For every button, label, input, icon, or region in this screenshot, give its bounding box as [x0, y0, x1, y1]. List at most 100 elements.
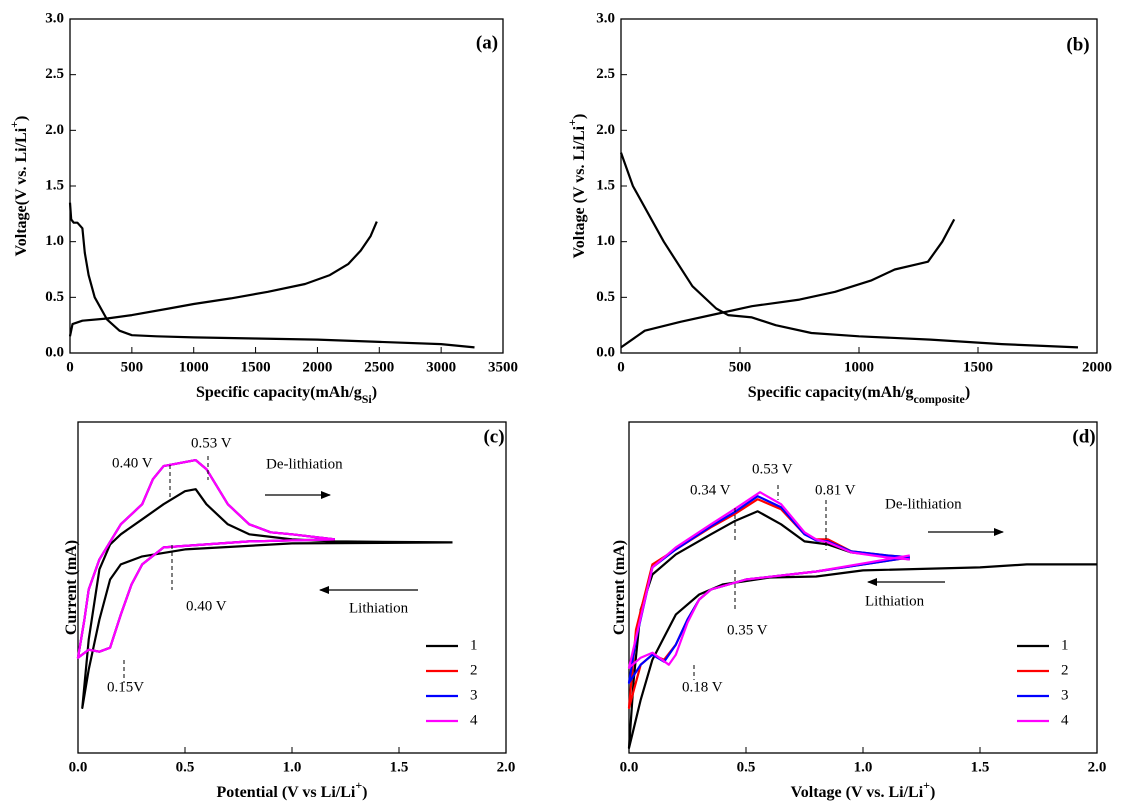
axis-label-end: ) [362, 784, 367, 801]
axis-label-text: Specific capacity(mAh/g [196, 384, 362, 401]
annotation: 0.53 V [752, 461, 793, 477]
x-tick-label: 500 [729, 359, 752, 375]
axis-label: Voltage(V vs. Li/Li+) [7, 116, 30, 257]
x-tick-label: 0.0 [620, 759, 639, 775]
x-tick-label: 500 [121, 359, 144, 375]
x-tick-label: 2500 [364, 359, 394, 375]
y-tick-label: 3.0 [45, 10, 64, 26]
x-tick-label: 1.5 [971, 759, 990, 775]
axis-label-text: Voltage (V vs. Li/Li [571, 125, 588, 258]
annotation: 0.15V [107, 679, 144, 695]
plot-frame [69, 18, 504, 354]
panel-label: (d) [1072, 426, 1095, 447]
x-tick-label: 1500 [241, 359, 271, 375]
axis-label-end: ) [372, 384, 377, 401]
x-tick-label: 1000 [179, 359, 209, 375]
x-tick-label: 0.5 [176, 759, 195, 775]
axis-label: Current (mA) [63, 540, 80, 635]
annotation: 0.34 V [690, 482, 731, 498]
annotation: Lithiation [865, 593, 925, 609]
legend-label: 2 [470, 662, 478, 678]
axis-label: Specific capacity(mAh/gcomposite) [748, 384, 970, 406]
x-tick-label: 2.0 [497, 759, 516, 775]
series-line [68, 202, 475, 349]
series-line [627, 495, 910, 684]
axis-label: Potential (V vs Li/Li+) [217, 778, 368, 801]
panel-label: (c) [483, 426, 504, 447]
axis-label-end: ) [13, 116, 30, 121]
axis-label: Specific capacity(mAh/gSi) [196, 384, 377, 406]
annotation: 0.53 V [191, 435, 232, 451]
y-tick-label: 2.5 [45, 66, 64, 82]
axis-label-text: Voltage (V vs. Li/Li [791, 784, 924, 801]
x-tick-label: 1000 [844, 359, 874, 375]
legend-label: 4 [470, 712, 478, 728]
annotation: 0.35 V [727, 622, 768, 638]
axis-label-text: Voltage(V vs. Li/Li [13, 127, 30, 256]
y-tick-label: 0.0 [596, 344, 615, 360]
y-tick-label: 2.0 [596, 122, 615, 138]
legend-label: 2 [1061, 662, 1069, 678]
axis-label: Current (mA) [611, 540, 628, 635]
series-line [81, 488, 453, 709]
axis-label-end: ) [930, 784, 935, 801]
axis-label-sub: Si [362, 392, 373, 406]
legend-label: 1 [470, 637, 478, 653]
y-tick-label: 1.0 [45, 233, 64, 249]
x-tick-label: 2000 [302, 359, 332, 375]
axis-label: Voltage (V vs. Li/Li+) [791, 778, 936, 801]
axis-label-end: ) [965, 384, 970, 401]
axis-label-sub: composite [914, 392, 966, 406]
axis-label-sup: + [923, 778, 930, 792]
axis-label-text: Current (mA) [63, 540, 80, 635]
x-tick-label: 0 [66, 359, 74, 375]
legend-label: 1 [1061, 637, 1069, 653]
axis-label-text: Potential (V vs Li/Li [217, 784, 356, 801]
y-tick-label: 2.0 [45, 122, 64, 138]
y-tick-label: 1.5 [45, 177, 64, 193]
series-line [627, 491, 910, 669]
x-tick-label: 2000 [1082, 359, 1112, 375]
y-tick-label: 0.5 [45, 289, 64, 305]
annotation: 0.40 V [112, 455, 153, 471]
x-tick-label: 3500 [488, 359, 518, 375]
axis-label-sup: + [565, 119, 579, 126]
annotation: 0.81 V [815, 482, 856, 498]
x-tick-label: 2.0 [1088, 759, 1107, 775]
y-tick-label: 0.0 [45, 344, 64, 360]
legend-label: 4 [1061, 712, 1069, 728]
axis-label-text: Current (mA) [611, 540, 628, 635]
y-tick-label: 3.0 [596, 10, 615, 26]
plot-frame [620, 18, 1098, 354]
axis-label-text: Specific capacity(mAh/g [748, 384, 914, 401]
axis-label: Voltage (V vs. Li/Li+) [565, 114, 588, 259]
series-line [68, 221, 378, 337]
annotation: Lithiation [349, 600, 409, 616]
x-tick-label: 0.0 [69, 759, 88, 775]
x-tick-label: 3000 [426, 359, 456, 375]
x-tick-label: 0.5 [737, 759, 756, 775]
annotation: 0.18 V [682, 679, 723, 695]
legend-label: 3 [1061, 687, 1069, 703]
panel-label: (a) [476, 32, 498, 53]
annotation: De-lithiation [266, 456, 343, 472]
x-tick-label: 0 [617, 359, 625, 375]
series-line [627, 510, 1097, 750]
axis-label-sup: + [7, 121, 21, 128]
plot-frame [628, 421, 1098, 754]
y-tick-label: 1.5 [596, 177, 615, 193]
series-line [76, 459, 335, 659]
y-tick-label: 0.5 [596, 289, 615, 305]
y-tick-label: 2.5 [596, 66, 615, 82]
series-line [620, 218, 956, 349]
x-tick-label: 1.5 [390, 759, 409, 775]
x-tick-label: 1.0 [283, 759, 302, 775]
annotation: 0.40 V [186, 598, 227, 614]
axis-label-sup: + [355, 778, 362, 792]
legend-label: 3 [470, 687, 478, 703]
x-tick-label: 1500 [963, 359, 993, 375]
annotation: De-lithiation [885, 496, 962, 512]
series-line [619, 152, 1079, 349]
x-tick-label: 1.0 [854, 759, 873, 775]
